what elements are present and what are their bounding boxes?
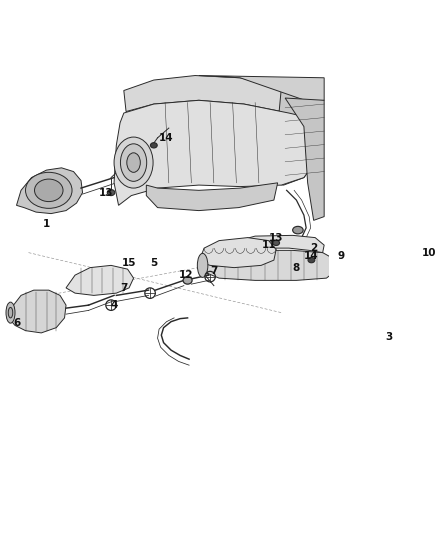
Text: 10: 10 [422,248,436,257]
Polygon shape [199,238,276,268]
Ellipse shape [308,257,315,263]
Ellipse shape [332,255,341,276]
Ellipse shape [183,277,192,284]
Polygon shape [146,183,278,211]
Ellipse shape [120,144,147,181]
Text: 4: 4 [110,300,118,310]
Ellipse shape [35,179,63,201]
Ellipse shape [273,240,279,246]
Text: 6: 6 [13,318,20,328]
Polygon shape [285,98,324,220]
Text: 5: 5 [150,258,157,268]
Ellipse shape [107,190,115,196]
Ellipse shape [150,143,157,148]
Ellipse shape [6,302,15,323]
Text: 7: 7 [210,265,218,276]
Polygon shape [114,100,315,205]
Text: 13: 13 [99,188,114,198]
Polygon shape [66,265,134,295]
Text: 2: 2 [310,243,317,253]
Ellipse shape [198,253,208,277]
Text: 13: 13 [269,232,283,243]
Text: 3: 3 [385,332,392,342]
Polygon shape [124,76,315,119]
Ellipse shape [293,227,303,234]
Text: 8: 8 [293,263,300,272]
Text: 11: 11 [261,240,276,250]
Text: 9: 9 [338,251,345,261]
Ellipse shape [8,308,13,318]
Text: 14: 14 [304,251,319,261]
Polygon shape [199,76,324,102]
Ellipse shape [127,153,140,172]
Polygon shape [11,290,66,333]
Ellipse shape [25,172,72,208]
Text: 14: 14 [159,133,174,143]
Text: 7: 7 [120,283,127,293]
Polygon shape [17,168,82,214]
Polygon shape [367,245,431,269]
Text: 15: 15 [122,258,136,268]
Text: 1: 1 [43,219,50,229]
Ellipse shape [114,137,153,188]
Text: 12: 12 [179,270,193,280]
Polygon shape [233,236,324,253]
Polygon shape [264,87,315,185]
Polygon shape [203,251,336,280]
